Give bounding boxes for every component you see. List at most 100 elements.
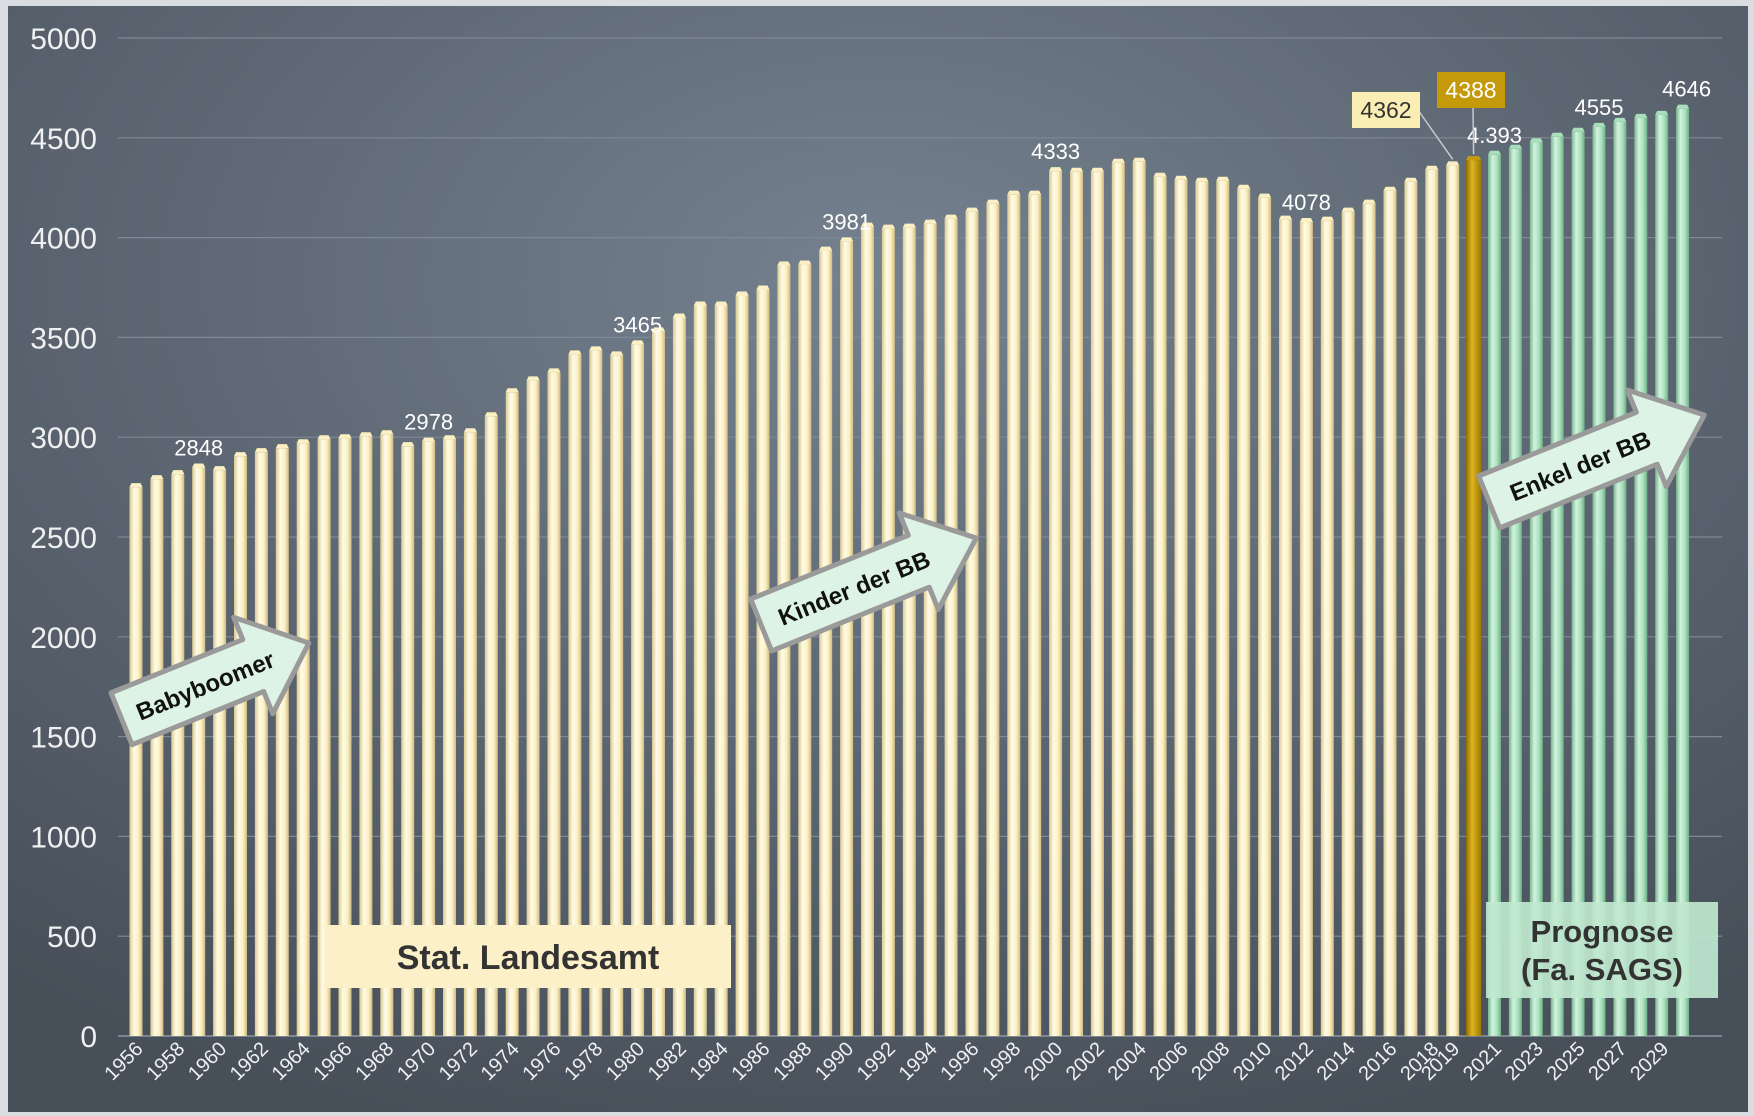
bar-cap bbox=[1111, 158, 1125, 163]
arrow-enkel-der-bb-shape bbox=[1476, 387, 1707, 531]
bar-2028 bbox=[1634, 113, 1648, 1037]
bar-2014 bbox=[1341, 207, 1355, 1037]
bar-cap bbox=[735, 291, 749, 296]
bar-2007 bbox=[1195, 177, 1209, 1036]
bar-body bbox=[526, 380, 540, 1037]
bar-cap bbox=[401, 442, 415, 447]
bar-cap bbox=[1028, 190, 1042, 195]
bar-cap bbox=[652, 327, 665, 332]
source-box-landesamt-label: Stat. Landesamt bbox=[397, 939, 660, 977]
bar-body bbox=[672, 317, 686, 1036]
bar-body bbox=[1132, 161, 1146, 1036]
bar-1984 bbox=[714, 301, 728, 1036]
bar-body bbox=[1613, 121, 1627, 1036]
bar-body bbox=[1216, 180, 1230, 1037]
bar-1964 bbox=[296, 439, 310, 1036]
bar-body bbox=[693, 305, 707, 1036]
bar-body bbox=[1258, 197, 1272, 1036]
bar-2026 bbox=[1592, 122, 1606, 1036]
bar-cap bbox=[756, 285, 770, 290]
source-box-landesamt-bg bbox=[325, 925, 731, 988]
bar-cap bbox=[275, 444, 289, 449]
bar-cap bbox=[1153, 172, 1167, 177]
bar-1962 bbox=[254, 448, 268, 1036]
bar-cap bbox=[1362, 199, 1376, 204]
bar-cap bbox=[1195, 177, 1209, 182]
bar-cap bbox=[234, 452, 247, 457]
bar-body bbox=[1446, 165, 1460, 1037]
bar-1972 bbox=[463, 428, 477, 1037]
bar-body bbox=[1195, 181, 1209, 1036]
y-tick-label: 4000 bbox=[30, 223, 97, 256]
bar-body bbox=[735, 295, 749, 1036]
bar-1993 bbox=[902, 223, 916, 1036]
bar-body bbox=[1488, 154, 1501, 1037]
bar-cap bbox=[1049, 167, 1063, 172]
bar-cap bbox=[1613, 117, 1627, 122]
bar-1979 bbox=[610, 351, 624, 1036]
bar-1982 bbox=[672, 313, 686, 1036]
bar-body bbox=[965, 211, 979, 1037]
bar-cap bbox=[777, 261, 791, 266]
bar-1996 bbox=[965, 207, 979, 1037]
bar-1999 bbox=[1028, 190, 1042, 1036]
bar-cap bbox=[1550, 132, 1564, 137]
bar-cap bbox=[568, 350, 582, 355]
bar-body bbox=[1362, 203, 1376, 1037]
bar-cap bbox=[1446, 161, 1460, 166]
source-box-prognose-line1: Prognose bbox=[1531, 914, 1674, 949]
bar-body bbox=[902, 227, 916, 1036]
bar-cap bbox=[1571, 127, 1585, 132]
bar-1963 bbox=[275, 444, 289, 1037]
bar-1969 bbox=[401, 442, 415, 1036]
bar-body bbox=[443, 439, 456, 1036]
bar-1961 bbox=[234, 452, 247, 1036]
data-label: 3465 bbox=[613, 312, 662, 337]
bar-cap bbox=[1488, 150, 1501, 155]
bar-cap bbox=[965, 207, 979, 212]
bar-cap bbox=[129, 483, 143, 488]
bar-body bbox=[317, 439, 331, 1036]
bar-body bbox=[819, 250, 833, 1037]
bar-body bbox=[463, 432, 477, 1037]
bar-2011 bbox=[1279, 215, 1292, 1037]
source-box-landesamt: Stat. Landesamt bbox=[325, 925, 731, 988]
bar-1960 bbox=[213, 466, 227, 1036]
bar-cap bbox=[1466, 156, 1482, 161]
bar-1992 bbox=[881, 224, 895, 1037]
bar-2027 bbox=[1613, 117, 1627, 1036]
bar-cap bbox=[317, 435, 331, 440]
bar-cap bbox=[631, 340, 645, 345]
bar-1998 bbox=[1007, 190, 1021, 1036]
bar-1990 bbox=[840, 237, 854, 1036]
y-tick-label: 4500 bbox=[30, 123, 97, 156]
bar-body bbox=[1111, 162, 1125, 1036]
bar-cap bbox=[150, 475, 164, 480]
bar-1968 bbox=[380, 430, 394, 1036]
bar-cap bbox=[819, 246, 833, 251]
bar-cap bbox=[338, 434, 352, 439]
bar-1957 bbox=[150, 475, 164, 1037]
bar-body bbox=[652, 331, 665, 1036]
bar-body bbox=[777, 265, 791, 1036]
bar-1981 bbox=[652, 327, 665, 1036]
bar-cap bbox=[526, 376, 540, 381]
bar-body bbox=[380, 434, 394, 1036]
bar-body bbox=[296, 443, 310, 1036]
bar-body bbox=[1341, 211, 1355, 1037]
bar-cap bbox=[192, 463, 206, 468]
bar-cap bbox=[714, 301, 728, 306]
bar-1976 bbox=[547, 368, 561, 1037]
bar-body bbox=[1070, 171, 1083, 1036]
bar-body bbox=[840, 241, 854, 1036]
bar-body bbox=[505, 392, 519, 1036]
bar-body bbox=[484, 416, 498, 1036]
bar-cap bbox=[672, 313, 686, 318]
bar-1967 bbox=[359, 432, 373, 1036]
bar-1970 bbox=[422, 437, 436, 1036]
bar-body bbox=[254, 452, 268, 1036]
callout-label: 4362 bbox=[1360, 97, 1411, 123]
bar-2012 bbox=[1299, 218, 1313, 1037]
bar-body bbox=[1320, 220, 1334, 1036]
bar-cap bbox=[380, 430, 394, 435]
